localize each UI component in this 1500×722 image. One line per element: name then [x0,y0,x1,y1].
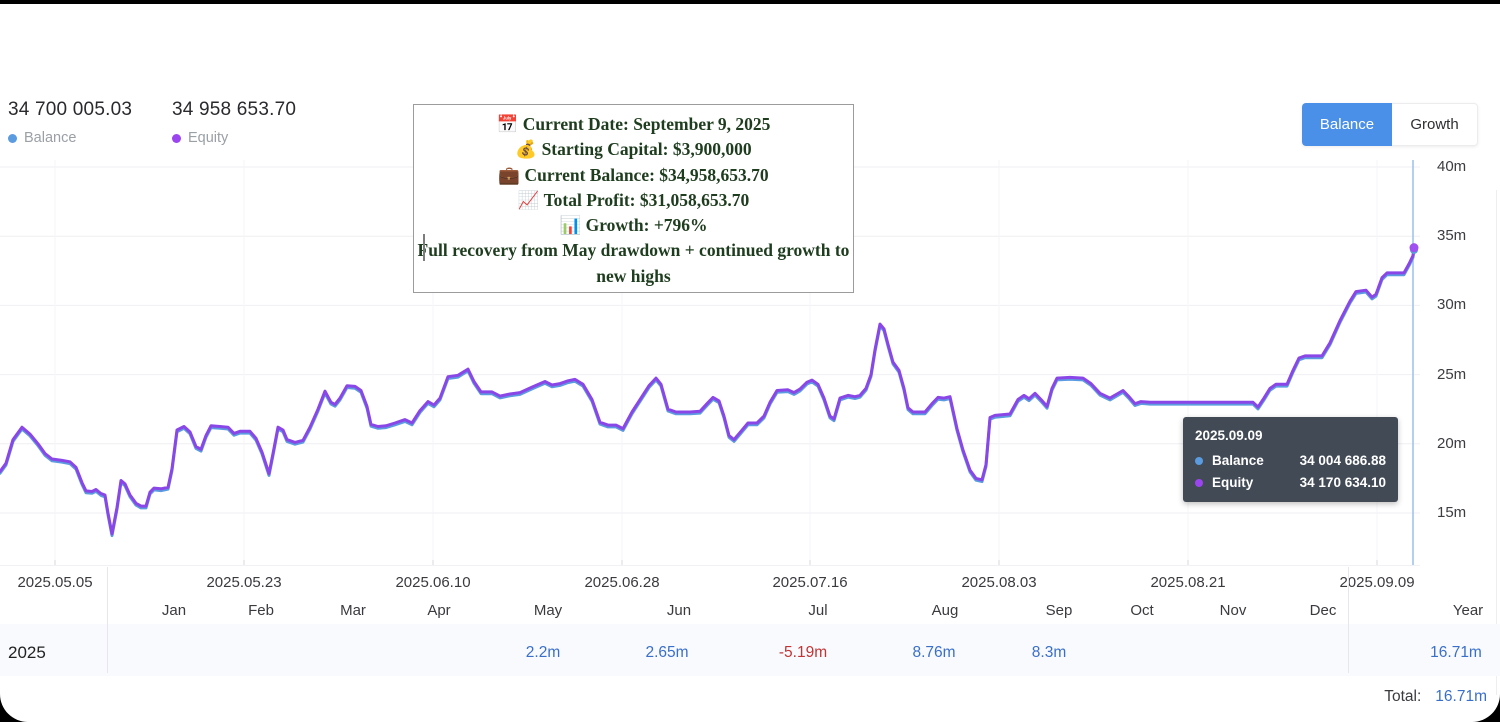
y-axis-tick-label: 35m [1437,227,1467,245]
table-divider-left [107,567,108,673]
month-header-aug: Aug [931,602,959,619]
text-cursor-bar [423,234,425,261]
month-header-feb: Feb [248,602,274,619]
tooltip-equity-label: Equity [1212,475,1254,490]
month-header-jun: Jun [666,602,692,619]
chart-tooltip: 2025.09.09 Balance 34 004 686.88 Equity … [1183,417,1398,502]
tooltip-equity-dot-icon [1195,478,1203,487]
info-line-current-date: 📅 Current Date: September 9, 2025 [496,114,771,134]
info-line-total-profit: 📈 Total Profit: $31,058,653.70 [517,189,750,210]
x-axis-date-label: 2025.07.16 [772,574,848,591]
year-total-value: 16.71m [1430,644,1482,661]
values-row-band [0,624,1500,676]
app-sheet: 34 700 005.03 Balance 34 958 653.70 Equi… [0,4,1500,722]
month-value-jul: -5.19m [778,644,828,661]
month-value-jun: 2.65m [645,644,689,661]
x-axis-date-label: 2025.09.09 [1339,574,1415,591]
tooltip-row-equity: Equity 34 170 634.10 [1195,475,1386,490]
month-header-mar: Mar [340,602,366,619]
y-axis-tick-label: 20m [1437,434,1467,452]
balance-total-value: 34 700 005.03 [8,99,133,120]
equity-total-value: 34 958 653.70 [172,99,297,120]
month-value-may: 2.2m [525,644,561,661]
y-axis-tick-label: 40m [1437,158,1467,175]
growth-tab-button[interactable]: Growth [1392,103,1478,146]
y-axis-tick-label: 30m [1437,296,1467,314]
month-value-aug: 8.76m [912,644,956,661]
tooltip-row-balance: Balance 34 004 686.88 [1195,453,1386,468]
x-axis-date-label: 2025.05.05 [17,574,93,591]
balance-equity-chart[interactable] [0,160,1500,565]
table-divider-year [1348,567,1349,673]
info-line-starting-capital: 💰 Starting Capital: $3,900,000 [515,139,752,160]
year-column-header: Year [1452,602,1484,619]
summary-info-box: 📅 Current Date: September 9, 2025 💰 Star… [413,104,854,293]
equity-dot-icon [172,133,181,143]
month-header-sep: Sep [1045,602,1073,619]
x-axis-date-label: 2025.08.03 [961,574,1037,591]
right-edge-divider [1496,190,1497,695]
month-value-sep: 8.3m [1031,644,1067,661]
month-header-oct: Oct [1130,602,1154,619]
month-header-jan: Jan [161,602,187,619]
equity-line [0,246,1416,536]
balance-legend-label[interactable]: Balance [24,130,77,146]
equity-endpoint-marker [1409,243,1419,253]
legend-equity: 34 958 653.70 Equity [172,99,296,146]
info-line-growth: 📊 Growth: +796% [559,215,708,236]
tooltip-balance-dot-icon [1195,456,1203,465]
month-header-jul: Jul [808,602,828,619]
month-header-dec: Dec [1309,602,1337,619]
y-axis-tick-label: 15m [1437,504,1467,521]
tooltip-balance-label: Balance [1212,453,1264,468]
axis-separator [0,565,1420,566]
legend-balance: 34 700 005.03 Balance [8,99,132,146]
table-row-year-label: 2025 [8,643,46,662]
chart-mode-toggle: Balance Growth [1302,103,1478,146]
info-line-note: Full recovery from May drawdown + contin… [417,240,850,286]
total-row: Total: 16.71m [1384,688,1487,706]
tooltip-date: 2025.09.09 [1195,428,1263,443]
balance-tab-button[interactable]: Balance [1302,103,1392,146]
total-label: Total: [1384,688,1422,705]
x-axis-date-label: 2025.06.28 [584,574,660,591]
tooltip-equity-value: 34 170 634.10 [1299,475,1386,490]
balance-dot-icon [8,133,17,143]
x-axis-date-label: 2025.05.23 [206,574,282,591]
x-axis-date-label: 2025.08.21 [1150,574,1226,591]
tooltip-balance-value: 34 004 686.88 [1299,453,1386,468]
equity-legend-label[interactable]: Equity [188,130,229,146]
info-line-current-balance: 💼 Current Balance: $34,958,653.70 [498,164,769,185]
month-header-apr: Apr [427,602,451,619]
y-axis-tick-label: 25m [1437,365,1467,383]
month-header-may: May [533,602,563,619]
x-axis-date-label: 2025.06.10 [395,574,471,591]
total-value: 16.71m [1435,688,1487,705]
month-header-nov: Nov [1219,602,1247,619]
